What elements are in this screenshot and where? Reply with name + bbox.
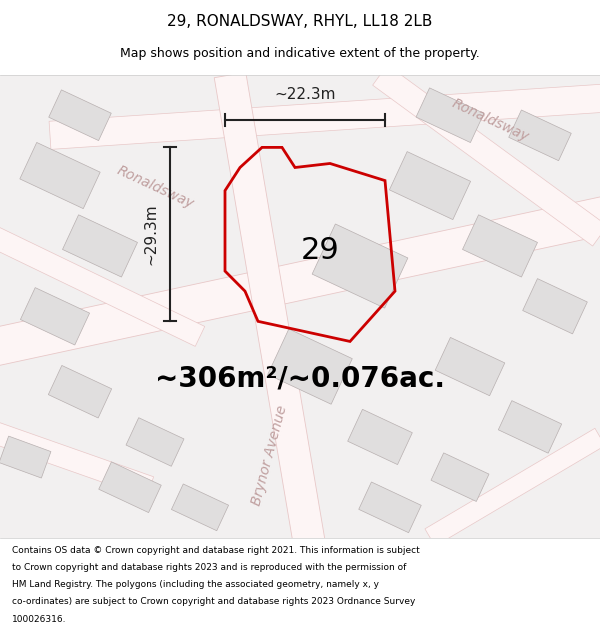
Polygon shape: [62, 215, 137, 277]
Polygon shape: [0, 75, 600, 538]
Polygon shape: [126, 418, 184, 466]
Polygon shape: [49, 366, 112, 418]
Polygon shape: [312, 224, 408, 308]
Polygon shape: [435, 338, 505, 396]
Text: 29: 29: [301, 236, 340, 266]
Polygon shape: [214, 72, 326, 550]
Polygon shape: [509, 110, 571, 161]
Polygon shape: [268, 329, 352, 404]
Polygon shape: [49, 81, 600, 149]
Polygon shape: [425, 428, 600, 546]
Text: Ronaldsway: Ronaldsway: [449, 96, 531, 144]
Polygon shape: [373, 65, 600, 246]
Text: Contains OS data © Crown copyright and database right 2021. This information is : Contains OS data © Crown copyright and d…: [12, 546, 420, 555]
Text: 100026316.: 100026316.: [12, 614, 67, 624]
Polygon shape: [49, 90, 111, 141]
Polygon shape: [99, 462, 161, 512]
Text: Ronaldsway: Ronaldsway: [114, 164, 196, 212]
Polygon shape: [0, 436, 51, 478]
Polygon shape: [0, 187, 600, 375]
Polygon shape: [431, 453, 489, 501]
Text: ~22.3m: ~22.3m: [274, 87, 336, 102]
Polygon shape: [359, 482, 421, 532]
Polygon shape: [416, 88, 484, 142]
Text: Map shows position and indicative extent of the property.: Map shows position and indicative extent…: [120, 48, 480, 61]
Text: ~29.3m: ~29.3m: [143, 204, 158, 265]
Text: Brynor Avenue: Brynor Avenue: [250, 403, 290, 507]
Text: ~306m²/~0.076ac.: ~306m²/~0.076ac.: [155, 364, 445, 392]
Polygon shape: [172, 484, 229, 531]
Polygon shape: [499, 401, 562, 453]
Polygon shape: [20, 142, 100, 209]
Polygon shape: [20, 288, 89, 345]
Polygon shape: [463, 215, 538, 277]
Polygon shape: [389, 152, 470, 219]
Polygon shape: [0, 206, 205, 346]
Text: to Crown copyright and database rights 2023 and is reproduced with the permissio: to Crown copyright and database rights 2…: [12, 563, 406, 572]
Polygon shape: [523, 279, 587, 334]
Text: 29, RONALDSWAY, RHYL, LL18 2LB: 29, RONALDSWAY, RHYL, LL18 2LB: [167, 14, 433, 29]
Text: co-ordinates) are subject to Crown copyright and database rights 2023 Ordnance S: co-ordinates) are subject to Crown copyr…: [12, 598, 415, 606]
Polygon shape: [0, 406, 154, 498]
Text: HM Land Registry. The polygons (including the associated geometry, namely x, y: HM Land Registry. The polygons (includin…: [12, 581, 379, 589]
Polygon shape: [347, 409, 412, 464]
